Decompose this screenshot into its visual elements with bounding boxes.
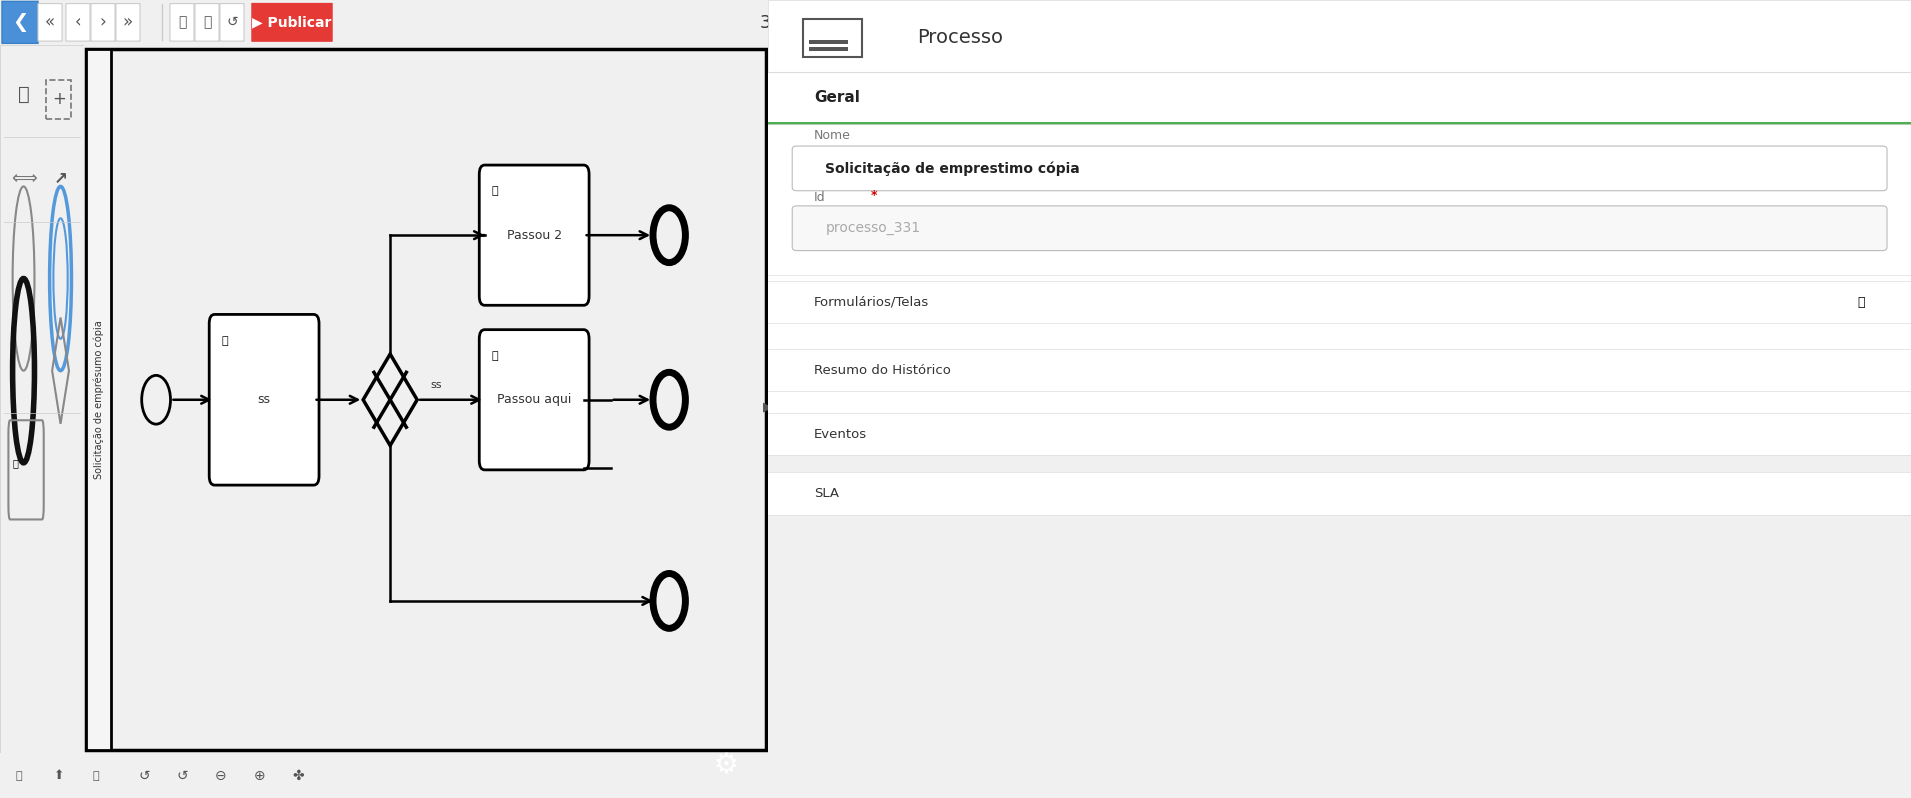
Text: Resumo do Histórico: Resumo do Histórico	[814, 364, 952, 377]
Text: ⊖: ⊖	[216, 768, 227, 783]
Text: ▶: ▶	[762, 401, 774, 413]
Text: Nome: Nome	[814, 129, 850, 142]
Text: 👤: 👤	[11, 458, 17, 468]
Text: ss: ss	[430, 380, 441, 389]
FancyBboxPatch shape	[2, 2, 38, 43]
FancyBboxPatch shape	[67, 3, 90, 41]
Text: Passou 2: Passou 2	[506, 229, 562, 242]
Text: 📋: 📋	[203, 15, 212, 30]
Bar	[768, 122, 1911, 125]
Text: 👤: 👤	[222, 336, 229, 346]
Text: Processo: Processo	[917, 28, 1003, 47]
FancyBboxPatch shape	[38, 3, 61, 41]
Text: SLA: SLA	[814, 488, 839, 500]
FancyBboxPatch shape	[480, 165, 589, 306]
Bar	[768, 349, 1911, 391]
Text: 🗑: 🗑	[178, 15, 185, 30]
Text: «: «	[46, 14, 55, 31]
Text: ✤: ✤	[292, 768, 304, 783]
Bar	[768, 413, 1911, 455]
Text: Eventos: Eventos	[814, 428, 868, 440]
Bar	[768, 0, 1911, 72]
Text: Solicitação de emprésumo cópia: Solicitação de emprésumo cópia	[94, 320, 103, 479]
Text: +: +	[52, 90, 65, 109]
FancyBboxPatch shape	[208, 314, 319, 485]
Text: 👤: 👤	[491, 187, 499, 196]
Text: 👤: 👤	[491, 351, 499, 361]
Text: »: »	[122, 14, 134, 31]
Text: ‹: ‹	[75, 14, 82, 31]
Text: ❮: ❮	[11, 13, 29, 32]
Text: processo_331: processo_331	[826, 221, 921, 235]
FancyBboxPatch shape	[252, 3, 333, 41]
FancyBboxPatch shape	[793, 146, 1886, 191]
Bar	[86, 49, 111, 750]
FancyBboxPatch shape	[220, 3, 245, 41]
Text: 331 - Solicitação de emprestimo cópia (V1): 331 - Solicitação de emprestimo cópia (V…	[761, 13, 1150, 32]
FancyBboxPatch shape	[117, 3, 140, 41]
Bar	[46, 80, 71, 119]
Text: ⚙: ⚙	[713, 750, 740, 779]
Text: Passou aqui: Passou aqui	[497, 393, 571, 406]
FancyBboxPatch shape	[170, 3, 195, 41]
FancyBboxPatch shape	[480, 330, 589, 470]
Text: Solicitação de emprestimo cópia: Solicitação de emprestimo cópia	[826, 161, 1080, 176]
Text: Formulários/Telas: Formulários/Telas	[814, 296, 929, 309]
Text: ✋: ✋	[17, 85, 29, 104]
Text: ↺: ↺	[176, 768, 189, 783]
Text: *: *	[871, 189, 877, 202]
FancyBboxPatch shape	[92, 3, 115, 41]
Bar	[768, 472, 1911, 515]
FancyBboxPatch shape	[793, 206, 1886, 251]
Bar	[768, 125, 1911, 415]
Text: ↺: ↺	[225, 15, 237, 30]
Text: 🔍: 🔍	[1857, 296, 1865, 309]
Text: 🖼: 🖼	[92, 771, 99, 780]
Text: Geral: Geral	[814, 90, 860, 105]
Text: ⟺: ⟺	[11, 170, 36, 188]
Text: ▶ Publicar: ▶ Publicar	[252, 15, 333, 30]
Text: ↺: ↺	[138, 768, 149, 783]
Bar	[810, 40, 848, 44]
Text: ↗: ↗	[54, 170, 67, 188]
FancyBboxPatch shape	[195, 3, 220, 41]
Text: Id: Id	[814, 191, 826, 203]
Bar	[768, 72, 1911, 124]
Text: 🔲: 🔲	[15, 771, 23, 780]
Text: ⬆: ⬆	[54, 769, 65, 782]
Text: ss: ss	[258, 393, 271, 406]
Bar	[803, 19, 862, 57]
Text: ⊕: ⊕	[254, 768, 266, 783]
Text: ›: ›	[99, 14, 107, 31]
Bar	[768, 281, 1911, 323]
Bar	[810, 47, 848, 51]
